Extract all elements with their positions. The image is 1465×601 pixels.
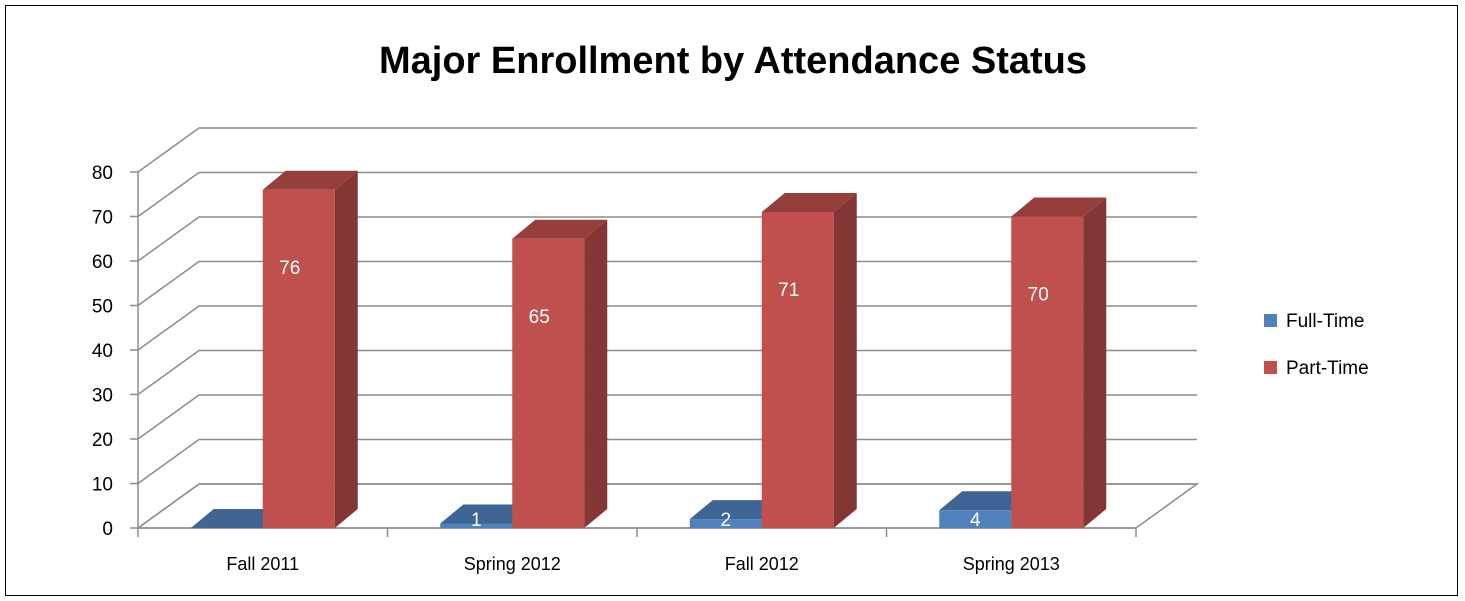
bars: 1 2 4 76 65 71 70 (190, 170, 1107, 531)
y-tick-label: 60 (92, 252, 113, 273)
data-label: 2 (720, 510, 731, 531)
bar-top (689, 500, 785, 520)
gridline (137, 305, 1197, 351)
legend: Full-Time Part-Time (1264, 311, 1369, 379)
bar-top (262, 170, 358, 190)
bar-front (761, 212, 834, 529)
data-label: 65 (529, 307, 550, 328)
data-label: 76 (279, 258, 300, 279)
bar-full-time-0 (190, 509, 286, 528)
data-label: 1 (471, 510, 482, 531)
y-tick-label: 20 (92, 430, 113, 451)
data-label: 70 (1028, 285, 1049, 306)
bar-front (440, 523, 513, 528)
bar-part-time-2: 71 (761, 193, 857, 529)
bar-side (334, 170, 358, 529)
bar-part-time-0: 76 (262, 170, 358, 529)
bar-front (1011, 216, 1084, 528)
bar-part-time-3: 70 (1011, 197, 1107, 528)
y-tick-label: 10 (92, 475, 113, 496)
bar-top (440, 504, 536, 524)
data-label: 71 (778, 280, 799, 301)
y-tick-label: 30 (92, 386, 113, 407)
gridline (137, 171, 1197, 218)
bar-side (1083, 197, 1107, 528)
bar-top (939, 491, 1035, 511)
y-axis: 0 10 20 30 40 50 60 70 80 (92, 163, 139, 540)
bar-top (190, 509, 286, 528)
gridline (137, 260, 1197, 307)
bar-front (939, 510, 1012, 528)
gridlines (137, 127, 1197, 529)
x-tick-label: Fall 2012 (725, 554, 799, 574)
y-tick-label: 70 (92, 208, 113, 229)
x-tick-label: Fall 2011 (226, 554, 299, 574)
y-tick-label: 80 (92, 163, 113, 184)
gridline (137, 349, 1197, 396)
legend-label: Full-Time (1286, 311, 1364, 332)
legend-label: Part-Time (1286, 358, 1369, 379)
bar-top (1011, 197, 1107, 217)
gridline (137, 438, 1197, 485)
x-axis: Fall 2011 Spring 2012 Fall 2012 Spring 2013 (137, 527, 1137, 574)
gridline (137, 483, 1197, 529)
bar-part-time-1: 65 (512, 219, 608, 528)
bar-side (833, 193, 857, 529)
gridline (137, 216, 1197, 262)
bar-top (512, 219, 608, 239)
x-tick-label: Spring 2013 (963, 554, 1060, 574)
legend-swatch (1264, 361, 1277, 374)
bar-side (584, 219, 608, 528)
chart-title: Major Enrollment by Attendance Status (379, 40, 1087, 82)
bar-front (512, 238, 585, 528)
bar-top (761, 193, 857, 213)
data-label: 4 (970, 510, 981, 531)
y-tick-label: 40 (92, 341, 113, 362)
x-tick-label: Spring 2012 (464, 554, 561, 574)
bar-front (262, 189, 335, 529)
gridline (137, 394, 1197, 440)
y-tick-label: 50 (92, 297, 113, 318)
gridline (137, 127, 1197, 173)
bar-front (689, 519, 762, 528)
y-tick-label: 0 (102, 519, 113, 540)
legend-swatch (1264, 314, 1277, 327)
